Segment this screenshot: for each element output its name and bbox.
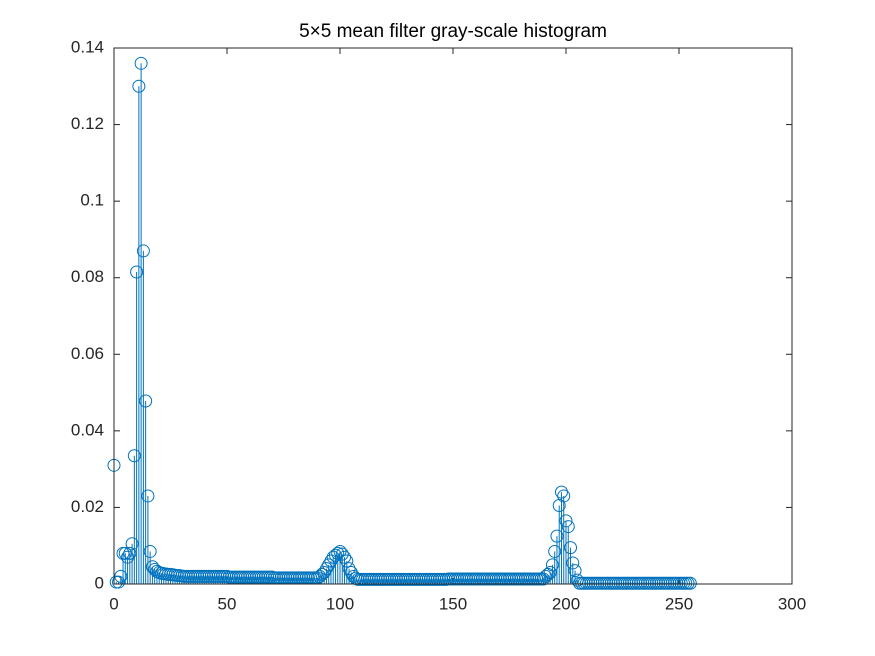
stem-marker [554,485,568,499]
stem-marker [545,558,559,572]
x-tick-label: 300 [778,594,806,613]
stem-marker [319,562,333,576]
stem-marker [123,546,137,560]
x-tick-label: 150 [439,594,467,613]
stem-marker [317,566,331,580]
x-tick-label: 250 [665,594,693,613]
stem-marker [127,449,141,463]
stem-marker [112,575,126,589]
y-tick-label: 0.02 [71,497,104,516]
stem-marker [139,394,153,408]
stem-marker [340,554,354,568]
x-tick-label: 100 [326,594,354,613]
y-tick-label: 0.12 [71,114,104,133]
stem-marker [148,562,162,576]
plot-area [114,48,792,584]
stem-marker [557,489,571,503]
stem-marker [566,556,580,570]
stem-marker [143,544,157,558]
stem-marker [550,529,564,543]
stem-marker [136,244,150,258]
stem-marker [568,564,582,578]
stem-marker [539,569,553,583]
stem-marker [130,265,144,279]
stem-marker [338,550,352,564]
stem-marker [335,547,349,561]
x-tick-label: 200 [552,594,580,613]
stem-marker [342,562,356,576]
x-tick-label: 0 [109,594,118,613]
stem-marker [331,546,345,560]
stem-marker [114,569,128,583]
y-tick-label: 0.06 [71,344,104,363]
stem-marker [141,489,155,503]
stem-marker [313,569,327,583]
stem-marker [118,546,132,560]
stem-marker [125,537,139,551]
stem-marker [564,541,578,555]
y-tick-label: 0.14 [71,37,104,56]
stem-marker [561,520,575,534]
stem-marker [132,79,146,93]
y-tick-label: 0.08 [71,267,104,286]
stem-marker [536,572,550,586]
y-tick-label: 0.1 [80,191,104,210]
x-tick-label: 50 [218,594,237,613]
axes-box [113,47,793,585]
stem-marker [559,514,573,528]
stem-marker [548,544,562,558]
stem-marker [543,566,557,580]
stem-marker [322,558,336,572]
y-tick-label: 0 [95,573,104,592]
stem-marker [134,56,148,70]
y-tick-label: 0.04 [71,420,104,439]
stem-marker [121,550,135,564]
chart-title: 5×5 mean filter gray-scale histogram [299,21,607,42]
stem-marker [683,576,697,590]
stem-marker [328,548,342,562]
